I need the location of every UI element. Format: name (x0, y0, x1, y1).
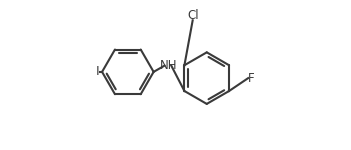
Text: F: F (248, 72, 254, 85)
Text: Cl: Cl (188, 9, 199, 22)
Text: I: I (95, 65, 99, 78)
Text: NH: NH (160, 59, 177, 72)
